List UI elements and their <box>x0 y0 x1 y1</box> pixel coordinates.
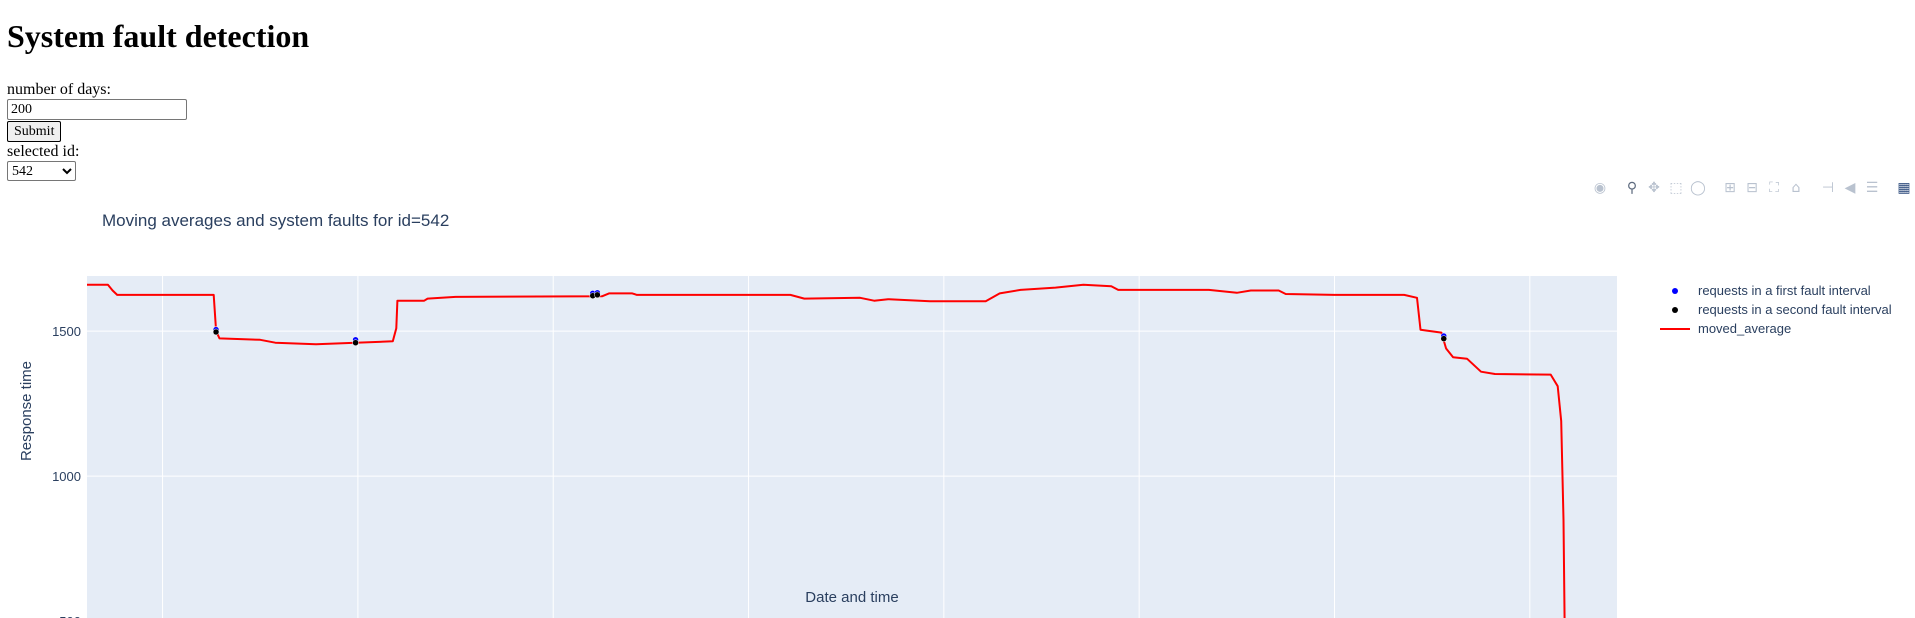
chart-title: Moving averages and system faults for id… <box>102 211 449 230</box>
second-fault-marker <box>594 292 600 298</box>
submit-button[interactable]: Submit <box>7 121 61 142</box>
x-axis-label: Date and time <box>805 589 898 606</box>
y-tick-labels: 500 1000 1500 <box>52 324 81 618</box>
y-tick-label: 500 <box>59 614 81 618</box>
query-form: number of days: Submit selected id: 542 <box>7 80 187 181</box>
y-tick-label: 1000 <box>52 469 81 484</box>
days-label: number of days: <box>7 80 187 99</box>
second-fault-marker <box>1441 336 1447 342</box>
response-time-chart: Moving averages and system faults for id… <box>0 168 1915 618</box>
legend-marker-symbol <box>1672 288 1678 294</box>
plot-area[interactable] <box>87 276 1617 618</box>
y-axis-label: Response time <box>18 361 35 461</box>
legend-label: requests in a second fault interval <box>1698 302 1892 317</box>
legend-label: moved_average <box>1698 321 1791 336</box>
legend[interactable]: requests in a first fault interval reques… <box>1660 283 1892 336</box>
second-fault-marker <box>353 340 359 346</box>
days-input[interactable] <box>7 99 187 120</box>
y-tick-label: 1500 <box>52 324 81 339</box>
second-fault-marker <box>213 329 219 335</box>
id-label: selected id: <box>7 142 187 161</box>
page-title: System fault detection <box>7 18 309 55</box>
legend-label: requests in a first fault interval <box>1698 283 1871 298</box>
legend-marker-symbol <box>1672 307 1678 313</box>
